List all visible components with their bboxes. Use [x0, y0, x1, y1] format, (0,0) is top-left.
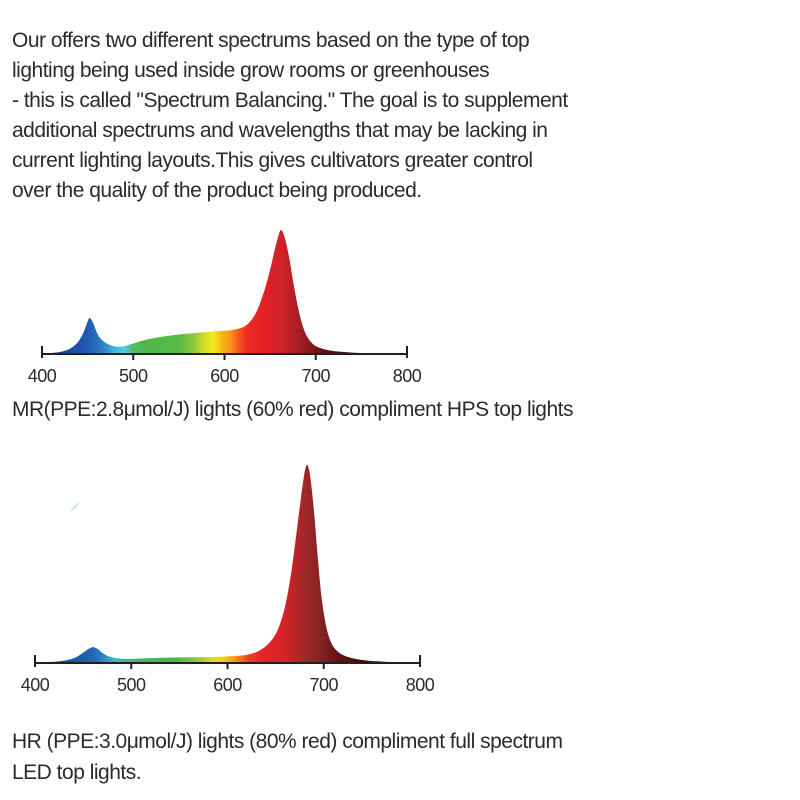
x-axis-tick-label: 400: [28, 366, 57, 386]
spectrum-plot: 400 500 600 700 800: [28, 229, 422, 386]
x-axis-tick-label: 800: [406, 675, 435, 695]
x-axis-tick-label: 700: [309, 675, 338, 695]
x-axis-tick-label: 500: [119, 366, 148, 386]
spectrum-plot: 400 500 600 700 800: [21, 464, 435, 695]
spectrum-chart-hr: 400 500 600 700 800: [13, 449, 439, 703]
x-axis-tick-label: 600: [213, 675, 242, 695]
intro-paragraph: Our offers two different spectrums based…: [12, 29, 568, 202]
x-axis-tick-label: 400: [21, 675, 50, 695]
x-axis-tick-label: 500: [117, 675, 146, 695]
x-axis-tick-label: 800: [393, 366, 422, 386]
spectrum-area: [35, 464, 420, 663]
chart-caption-mr: MR(PPE:2.8μmol/J) lights (60% red) compl…: [12, 398, 573, 421]
x-axis-tick-label: 700: [301, 366, 330, 386]
spectrum-area: [42, 229, 407, 354]
stray-mark: [70, 502, 80, 512]
spectrum-chart-mr: 400 500 600 700 800: [20, 221, 440, 399]
chart-caption-hr: HR (PPE:3.0μmol/J) lights (80% red) comp…: [12, 730, 563, 784]
x-axis-tick-label: 600: [210, 366, 239, 386]
